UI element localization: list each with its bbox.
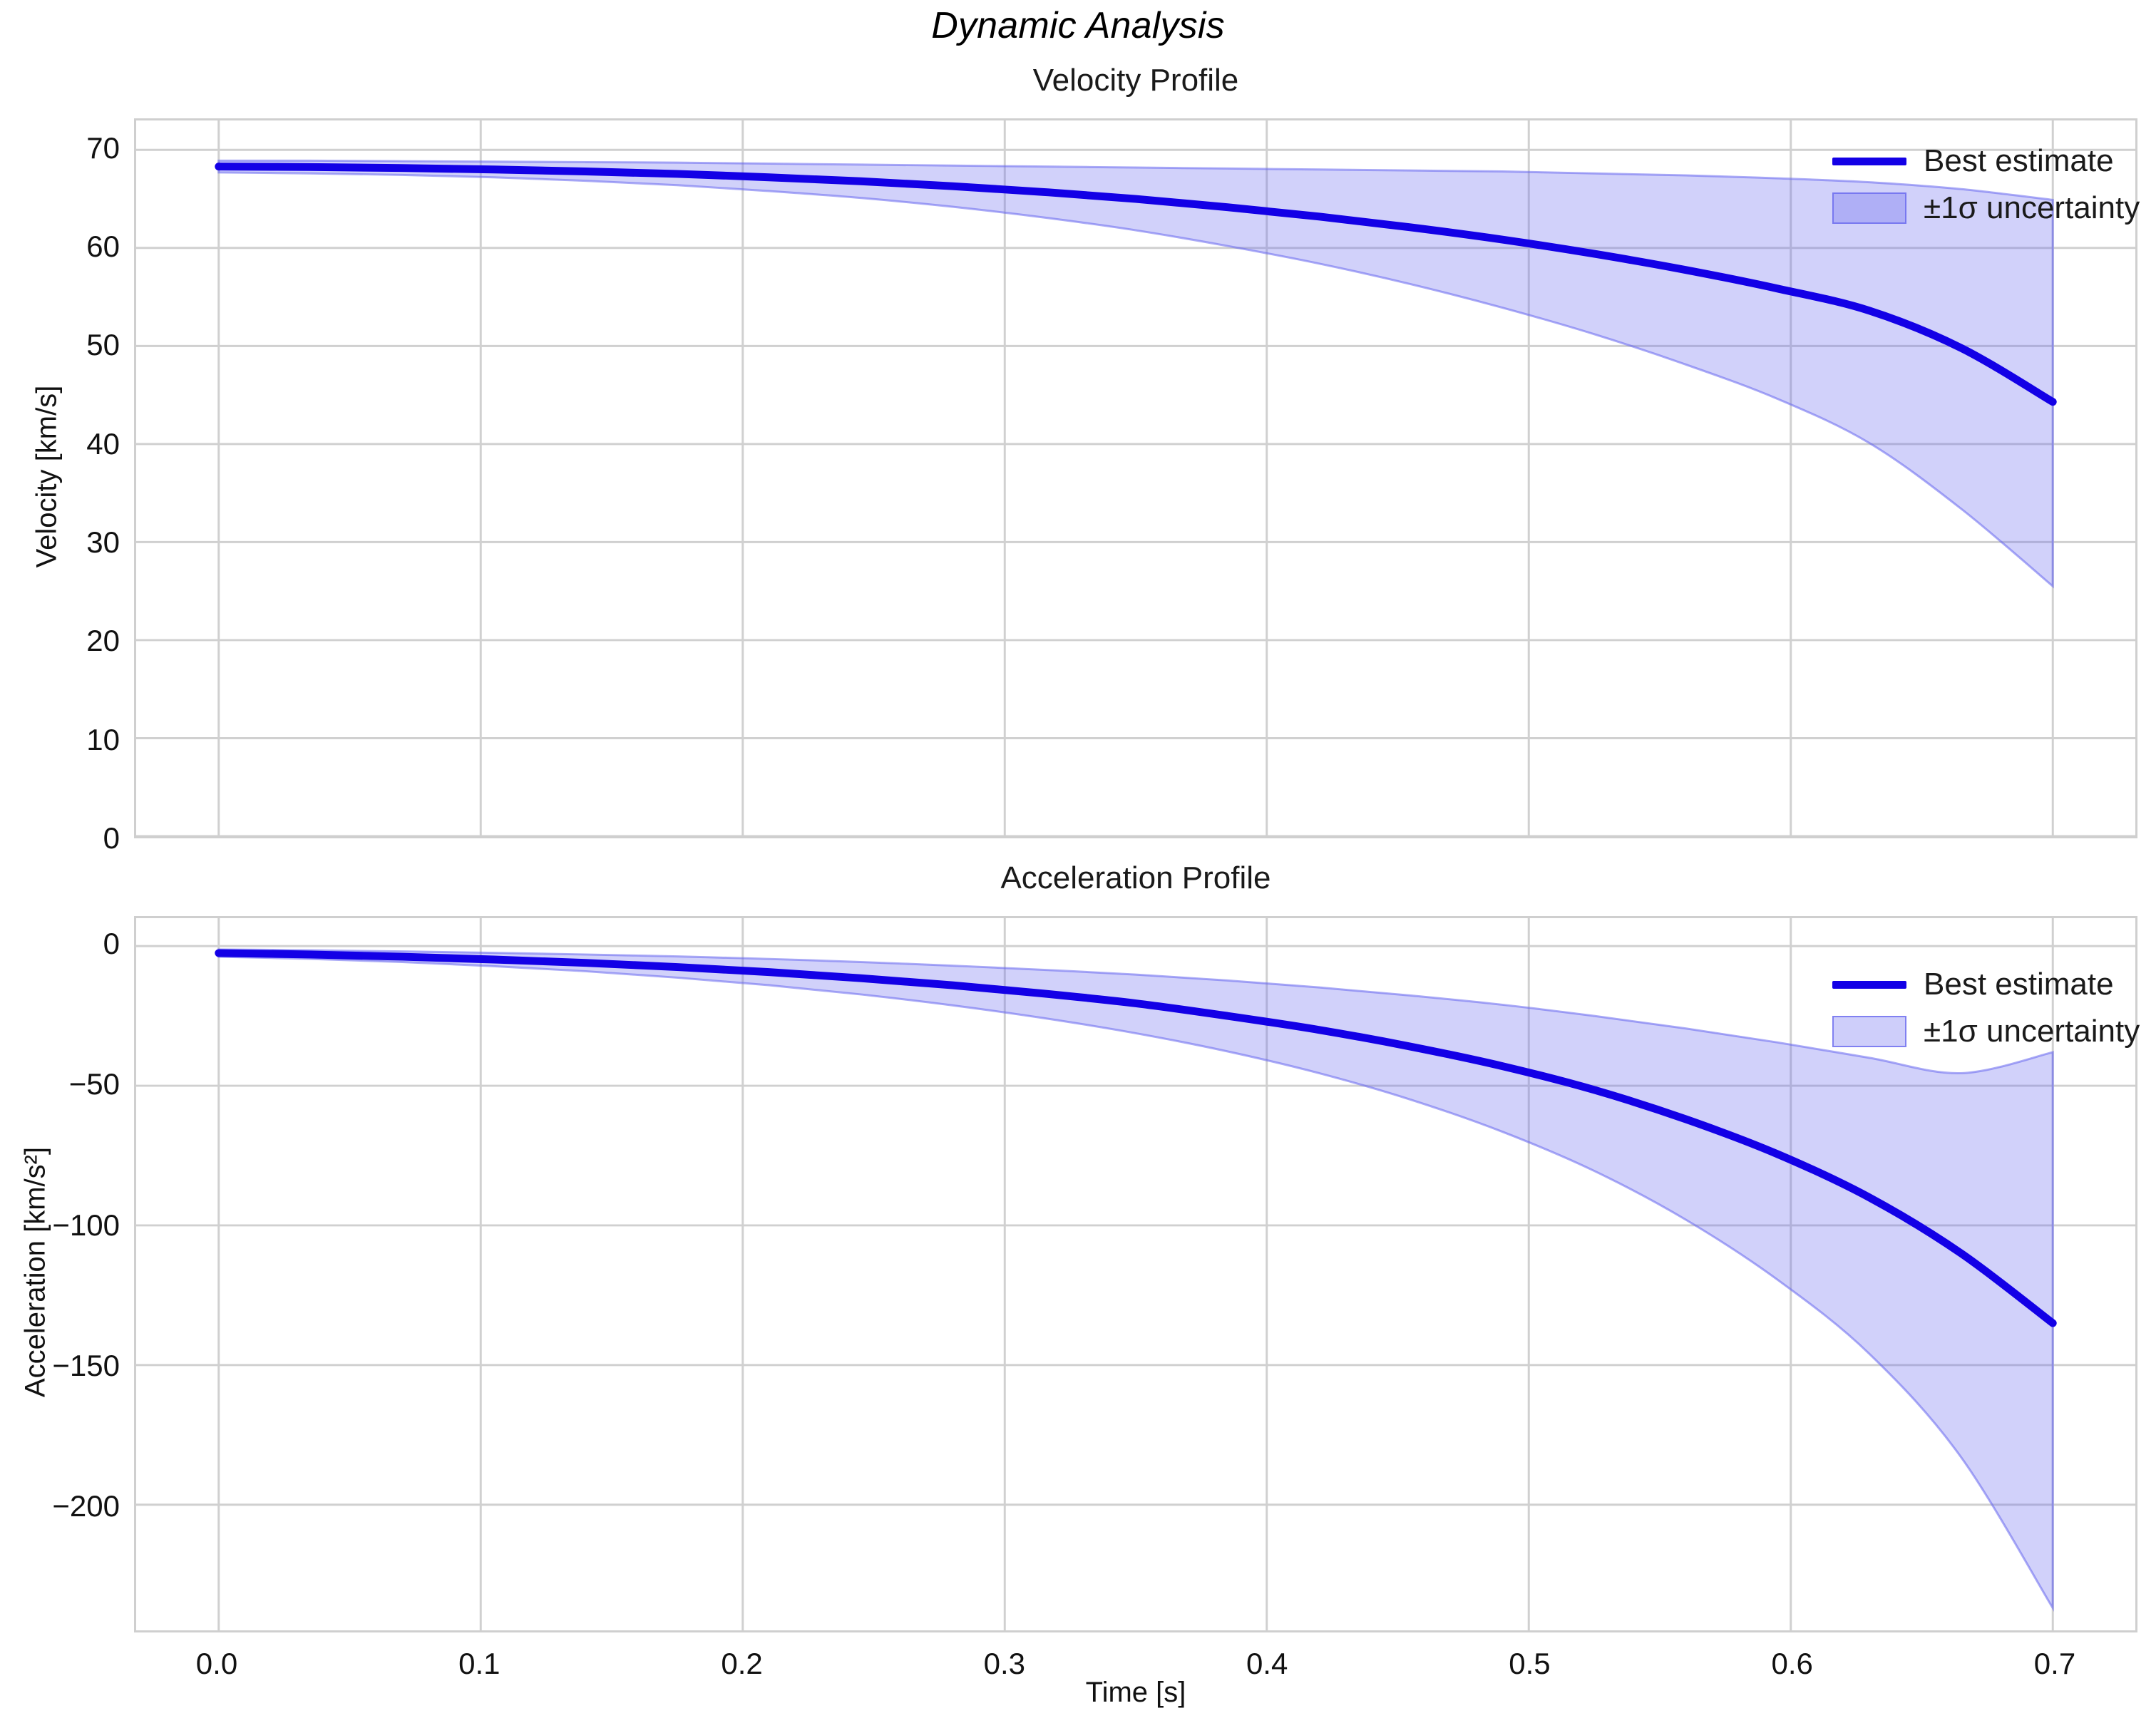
acceleration-plot-svg bbox=[136, 918, 2135, 1630]
velocity-ytick-label: 10 bbox=[86, 722, 120, 756]
acceleration-ytick-label: −150 bbox=[52, 1348, 120, 1382]
acceleration-ytick-label: 0 bbox=[103, 927, 120, 961]
legend-line-swatch-icon bbox=[1832, 157, 1906, 165]
velocity-ytick-label: 30 bbox=[86, 525, 120, 559]
shared-xlabel: Time [s] bbox=[1085, 1677, 1186, 1708]
legend-label-uncertainty: ±1σ uncertainty bbox=[1924, 190, 2140, 225]
legend-label-best-estimate: Best estimate bbox=[1924, 143, 2114, 178]
legend-entry-best-estimate[interactable]: Best estimate bbox=[1832, 966, 2140, 1003]
acceleration-ytick-label: −50 bbox=[68, 1067, 120, 1101]
legend-entry-uncertainty[interactable]: ±1σ uncertainty bbox=[1832, 190, 2140, 227]
shared-xtick-label: 0.1 bbox=[458, 1647, 500, 1680]
velocity-ytick-label: 60 bbox=[86, 229, 120, 263]
velocity-axes bbox=[134, 118, 2137, 838]
shared-xtick-label: 0.3 bbox=[983, 1647, 1026, 1680]
acceleration-axes bbox=[134, 916, 2137, 1632]
shared-xtick-label: 0.2 bbox=[721, 1647, 763, 1680]
legend-band-swatch-icon bbox=[1832, 1016, 1906, 1047]
acceleration-legend: Best estimate ±1σ uncertainty bbox=[1832, 966, 2140, 1050]
velocity-plot-svg bbox=[136, 120, 2135, 836]
velocity-legend: Best estimate ±1σ uncertainty bbox=[1832, 143, 2140, 227]
acceleration-ylabel: Acceleration [km/s²] bbox=[19, 1146, 51, 1398]
shared-xtick-label: 0.5 bbox=[1509, 1647, 1551, 1680]
acceleration-ytick-label: −200 bbox=[52, 1488, 120, 1523]
legend-entry-best-estimate[interactable]: Best estimate bbox=[1832, 143, 2140, 180]
velocity-ytick-label: 50 bbox=[86, 328, 120, 362]
shared-xtick-label: 0.6 bbox=[1771, 1647, 1813, 1680]
acceleration-axes-title: Acceleration Profile bbox=[1000, 860, 1271, 895]
shared-xtick-label: 0.7 bbox=[2033, 1647, 2076, 1680]
legend-label-best-estimate: Best estimate bbox=[1924, 967, 2114, 1002]
velocity-ytick-label: 70 bbox=[86, 130, 120, 165]
velocity-axes-title: Velocity Profile bbox=[1032, 63, 1239, 98]
shared-xtick-label: 0.0 bbox=[195, 1647, 238, 1680]
legend-line-swatch-icon bbox=[1832, 980, 1906, 989]
velocity-ytick-label: 20 bbox=[86, 624, 120, 658]
figure-suptitle: Dynamic Analysis bbox=[931, 5, 1225, 46]
acceleration-ytick-label: −100 bbox=[52, 1208, 120, 1242]
shared-xtick-label: 0.4 bbox=[1246, 1647, 1288, 1680]
velocity-ytick-label: 40 bbox=[86, 426, 120, 461]
legend-entry-uncertainty[interactable]: ±1σ uncertainty bbox=[1832, 1013, 2140, 1050]
legend-band-swatch-icon bbox=[1832, 192, 1906, 224]
velocity-ytick-label: 0 bbox=[103, 821, 120, 855]
legend-label-uncertainty: ±1σ uncertainty bbox=[1924, 1014, 2140, 1049]
